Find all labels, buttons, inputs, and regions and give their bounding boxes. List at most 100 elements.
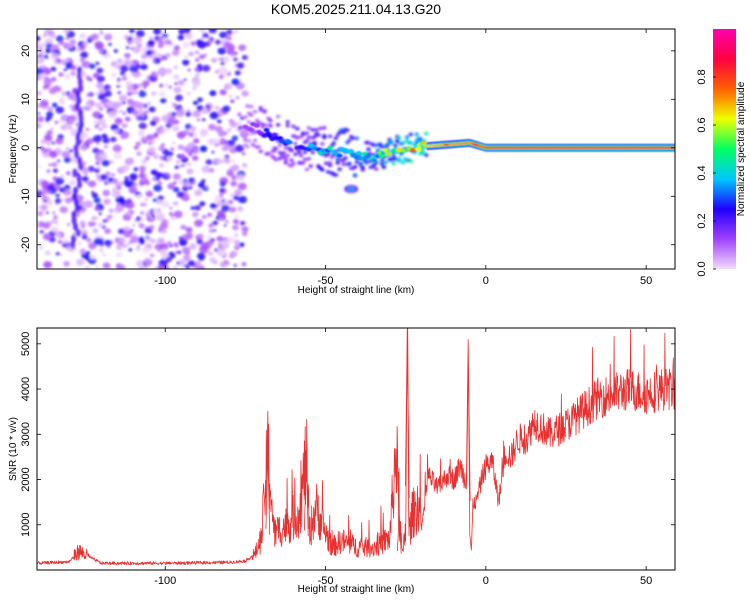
heatmap-cell [173, 65, 178, 69]
heatmap-cell [185, 111, 192, 117]
heatmap-cell [102, 189, 111, 197]
heatmap-cell [61, 150, 71, 159]
heatmap-cell [145, 49, 153, 56]
heatmap-cell [220, 240, 229, 248]
heatmap-cell [258, 105, 263, 110]
heatmap-cell [152, 198, 158, 203]
heatmap-cell [201, 118, 206, 122]
heatmap-cell [331, 141, 337, 145]
heatmap-cell [149, 225, 155, 230]
heatmap-cell [191, 181, 196, 185]
x-tick-label: -100 [154, 275, 176, 287]
x-tick-label: -50 [318, 275, 334, 287]
heatmap-cell [68, 119, 73, 124]
heatmap-cell [157, 180, 163, 186]
heatmap-cell [232, 218, 239, 224]
heatmap-cell [135, 64, 141, 69]
heatmap-cell [83, 140, 90, 146]
heatmap-cell [94, 92, 99, 96]
heatmap-cell [217, 242, 222, 246]
heatmap-cell [101, 252, 107, 257]
heatmap-cell [208, 29, 217, 34]
heatmap-cell [186, 168, 194, 175]
heatmap-cell [57, 239, 63, 244]
heatmap-cell [222, 145, 229, 152]
heatmap-cell [67, 223, 71, 226]
heatmap-cell [94, 206, 100, 212]
heatmap-cell [69, 149, 73, 153]
heatmap-y-ticks: -20 -10 0 10 20 [20, 45, 675, 253]
heatmap-cell [352, 165, 358, 169]
heatmap-cell [126, 242, 132, 246]
heatmap-cell [155, 213, 165, 221]
snr-peak [396, 515, 402, 554]
heatmap-cell [176, 131, 186, 139]
heatmap-cell [186, 162, 192, 167]
heatmap-cell [176, 261, 180, 265]
heatmap-cell [114, 117, 123, 125]
heatmap-cell [62, 122, 71, 130]
heatmap-cell [111, 190, 121, 198]
heatmap-cell [70, 240, 76, 249]
heatmap-cell [197, 97, 203, 103]
heatmap-cell [50, 127, 54, 131]
heatmap-cell [129, 29, 135, 34]
heatmap-cell [161, 128, 168, 134]
heatmap-cell [52, 176, 58, 181]
heatmap-cell [225, 35, 232, 41]
heatmap-cell [60, 197, 66, 202]
heatmap-cell [73, 119, 77, 122]
heatmap-cell [63, 73, 71, 79]
heatmap-cell [200, 130, 208, 137]
heatmap-cell [161, 200, 170, 208]
heatmap-cell [149, 238, 156, 244]
heatmap-cell [217, 67, 227, 75]
heatmap-cell [138, 122, 147, 130]
heatmap-cell [308, 164, 313, 168]
heatmap-cell [205, 105, 210, 109]
heatmap-cell [285, 153, 290, 158]
heatmap-cell [103, 198, 111, 205]
heatmap-cell [94, 168, 100, 174]
heatmap-cell [185, 226, 193, 233]
heatmap-cell [59, 174, 65, 179]
heatmap-cell [46, 142, 51, 147]
heatmap-cell [63, 184, 71, 190]
heatmap-cell [37, 205, 41, 209]
heatmap-cell [131, 109, 139, 116]
heatmap-cell [253, 123, 260, 128]
heatmap-cell [196, 239, 203, 245]
heatmap-cell [215, 39, 221, 45]
heatmap-cell [116, 80, 121, 84]
heatmap-cell [65, 36, 70, 41]
heatmap-cell [81, 167, 90, 174]
heatmap-cell [149, 216, 154, 220]
heatmap-cell [75, 258, 85, 266]
heatmap-cell [139, 169, 145, 174]
heatmap-cell [379, 144, 385, 149]
heatmap-cell [226, 236, 236, 244]
heatmap-cell [304, 131, 310, 136]
heatmap-cell [107, 177, 114, 183]
heatmap-cell [98, 118, 106, 126]
heatmap-cell [81, 60, 91, 69]
heatmap-cell [234, 239, 241, 245]
heatmap-cell [330, 149, 337, 154]
heatmap-cell [241, 262, 247, 267]
heatmap-cell [165, 257, 172, 263]
heatmap-cell [136, 102, 145, 110]
heatmap-cell [166, 156, 173, 162]
heatmap-cell [109, 160, 114, 164]
heatmap-cell [66, 42, 74, 49]
heatmap-cell [248, 127, 255, 132]
heatmap-cell [59, 118, 64, 123]
heatmap-cell [174, 165, 180, 169]
x-tick-label: 50 [640, 575, 652, 587]
heatmap-cell [127, 87, 133, 92]
heatmap-cell [78, 162, 84, 171]
heatmap-cell [194, 189, 203, 197]
heatmap-cell [238, 78, 243, 82]
heatmap-cell [142, 203, 147, 207]
heatmap-cell [135, 259, 145, 268]
heatmap-cell [102, 219, 107, 223]
